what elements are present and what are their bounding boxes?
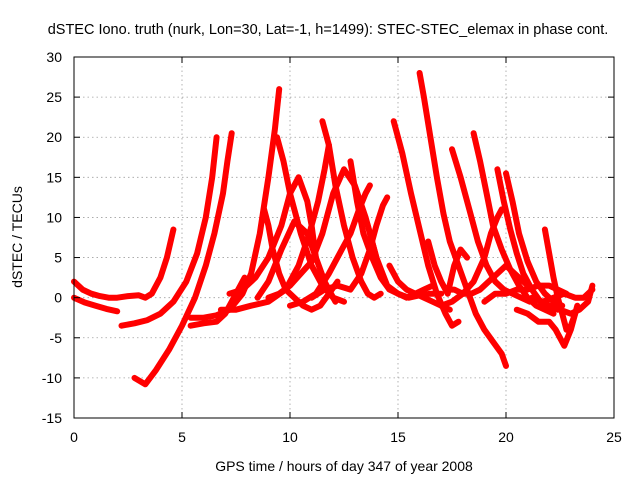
y-tick-label: 30 <box>46 49 62 65</box>
y-tick-label: 0 <box>54 290 62 306</box>
y-tick-label: 25 <box>46 89 62 105</box>
series-line-16 <box>308 194 391 301</box>
y-tick-label: -5 <box>50 330 63 346</box>
x-tick-label: 10 <box>282 429 298 445</box>
series-line-31 <box>528 286 596 305</box>
axis-ticks <box>73 56 615 419</box>
series-line-24 <box>470 130 557 317</box>
series-line-25 <box>438 206 505 309</box>
data-series <box>71 70 596 388</box>
series-line-8 <box>261 206 341 313</box>
x-tick-label: 5 <box>178 429 186 445</box>
series-line-26 <box>494 166 561 313</box>
y-axis-label: dSTEC / TECUs <box>9 186 25 288</box>
y-tick-label: 10 <box>46 209 62 225</box>
series-line-30 <box>513 302 581 349</box>
series-line-20 <box>416 70 509 369</box>
y-tick-label: 5 <box>54 250 62 266</box>
grid-lines <box>74 57 614 418</box>
series-line-23 <box>449 146 533 305</box>
y-tick-label: 15 <box>46 169 62 185</box>
series-line-4 <box>131 130 235 388</box>
x-tick-label: 0 <box>70 429 78 445</box>
series-line-17 <box>356 198 445 301</box>
x-tick-label: 20 <box>498 429 514 445</box>
series-line-3 <box>118 134 220 329</box>
chart-title: dSTEC Iono. truth (nurk, Lon=30, Lat=-1,… <box>48 22 609 38</box>
x-axis-label: GPS time / hours of day 347 of year 2008 <box>215 458 473 474</box>
plot-frame <box>73 56 615 419</box>
y-tick-label: -10 <box>42 370 62 386</box>
series-line-13 <box>319 118 384 301</box>
x-tick-label: 15 <box>390 429 406 445</box>
y-tick-label: 20 <box>46 129 62 145</box>
series-line-32 <box>546 282 596 317</box>
tick-labels: 0 5 10 15 20 25 -15 -10 -5 0 5 10 15 20 25 30 <box>42 49 622 445</box>
series-line-2 <box>71 294 121 315</box>
x-tick-label: 25 <box>606 429 622 445</box>
series-line-19 <box>390 118 462 329</box>
series-line-14 <box>287 182 373 309</box>
series-line-21 <box>425 238 471 297</box>
y-tick-label: -15 <box>42 410 62 426</box>
series-line-10 <box>217 142 332 313</box>
series-line-7 <box>226 174 319 297</box>
series-line-1 <box>71 226 177 301</box>
